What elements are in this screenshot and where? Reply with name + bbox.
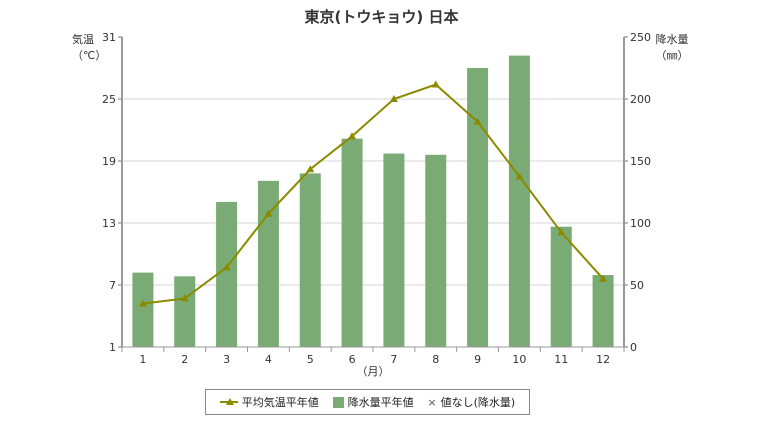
x-tick-label: 5	[307, 353, 314, 366]
left-tick-label: 1	[109, 341, 116, 354]
left-tick-label: 25	[102, 93, 116, 106]
legend-item-precipitation: 降水量平年値	[332, 394, 414, 410]
legend-x-icon: ×	[427, 395, 437, 409]
right-tick-label: 250	[630, 31, 651, 44]
precipitation-bar	[341, 138, 363, 347]
x-tick-label: 10	[512, 353, 526, 366]
precipitation-bar	[132, 272, 154, 347]
x-tick-label: 9	[474, 353, 481, 366]
temperature-point	[557, 228, 566, 236]
temperature-point	[264, 209, 273, 217]
right-axis-caption: 降水量 （㎜）	[646, 32, 698, 64]
left-tick-label: 31	[102, 31, 116, 44]
legend-item-temperature: 平均気温平年値	[219, 394, 319, 410]
legend-label-no-value: 値なし(降水量)	[440, 396, 516, 409]
left-tick-label: 13	[102, 217, 116, 230]
precipitation-bar	[174, 276, 196, 347]
temperature-point	[222, 263, 231, 271]
temperature-point	[473, 117, 482, 125]
x-tick-label: 7	[390, 353, 397, 366]
temperature-point	[180, 294, 189, 302]
temperature-point	[389, 95, 398, 102]
x-tick-label: 2	[181, 353, 188, 366]
precipitation-bar	[216, 201, 238, 347]
x-tick-label: 1	[139, 353, 146, 366]
temperature-point	[599, 274, 608, 282]
temperature-point	[431, 80, 440, 88]
temperature-point	[138, 299, 147, 307]
x-tick-label: 4	[265, 353, 272, 366]
left-axis-unit: （℃）	[72, 49, 107, 62]
x-tick-label: 11	[554, 353, 568, 366]
legend-line-triangle-icon	[219, 397, 238, 407]
precipitation-bar	[299, 173, 321, 347]
precipitation-bar	[383, 153, 405, 347]
x-tick-label: 3	[223, 353, 230, 366]
temperature-point	[306, 165, 315, 173]
left-tick-label: 19	[102, 155, 116, 168]
precipitation-bar	[467, 68, 489, 347]
precipitation-bar	[550, 226, 572, 347]
right-tick-label: 150	[630, 155, 651, 168]
right-tick-label: 0	[630, 341, 637, 354]
precipitation-bar	[592, 275, 614, 347]
chart-title: 東京(トウキョウ) 日本	[304, 8, 459, 26]
x-tick-label: 12	[596, 353, 610, 366]
x-axis-label: （月）	[357, 365, 390, 378]
legend-label-precipitation: 降水量平年値	[347, 396, 414, 409]
x-tick-label: 6	[349, 353, 356, 366]
temperature-line	[142, 83, 604, 305]
left-tick-label: 7	[109, 279, 116, 292]
precipitation-bar	[425, 154, 447, 347]
right-tick-label: 50	[630, 279, 644, 292]
temperature-point	[348, 132, 357, 140]
precipitation-bar	[508, 55, 530, 347]
precipitation-bar	[257, 180, 279, 347]
temperature-point	[515, 172, 524, 180]
right-axis-unit: （㎜）	[655, 49, 689, 62]
right-axis-label: 降水量	[655, 33, 689, 46]
legend-label-temperature: 平均気温平年値	[241, 396, 319, 409]
left-axis-label: 気温	[72, 33, 94, 46]
right-tick-label: 100	[630, 217, 651, 230]
left-axis-caption: 気温 （℃）	[72, 32, 106, 64]
right-tick-label: 200	[630, 93, 651, 106]
legend-item-no-value: × 値なし(降水量)	[427, 394, 515, 410]
legend-bar-icon	[332, 396, 344, 408]
legend: 平均気温平年値 降水量平年値 × 値なし(降水量)	[205, 389, 530, 415]
x-tick-label: 8	[432, 353, 439, 366]
